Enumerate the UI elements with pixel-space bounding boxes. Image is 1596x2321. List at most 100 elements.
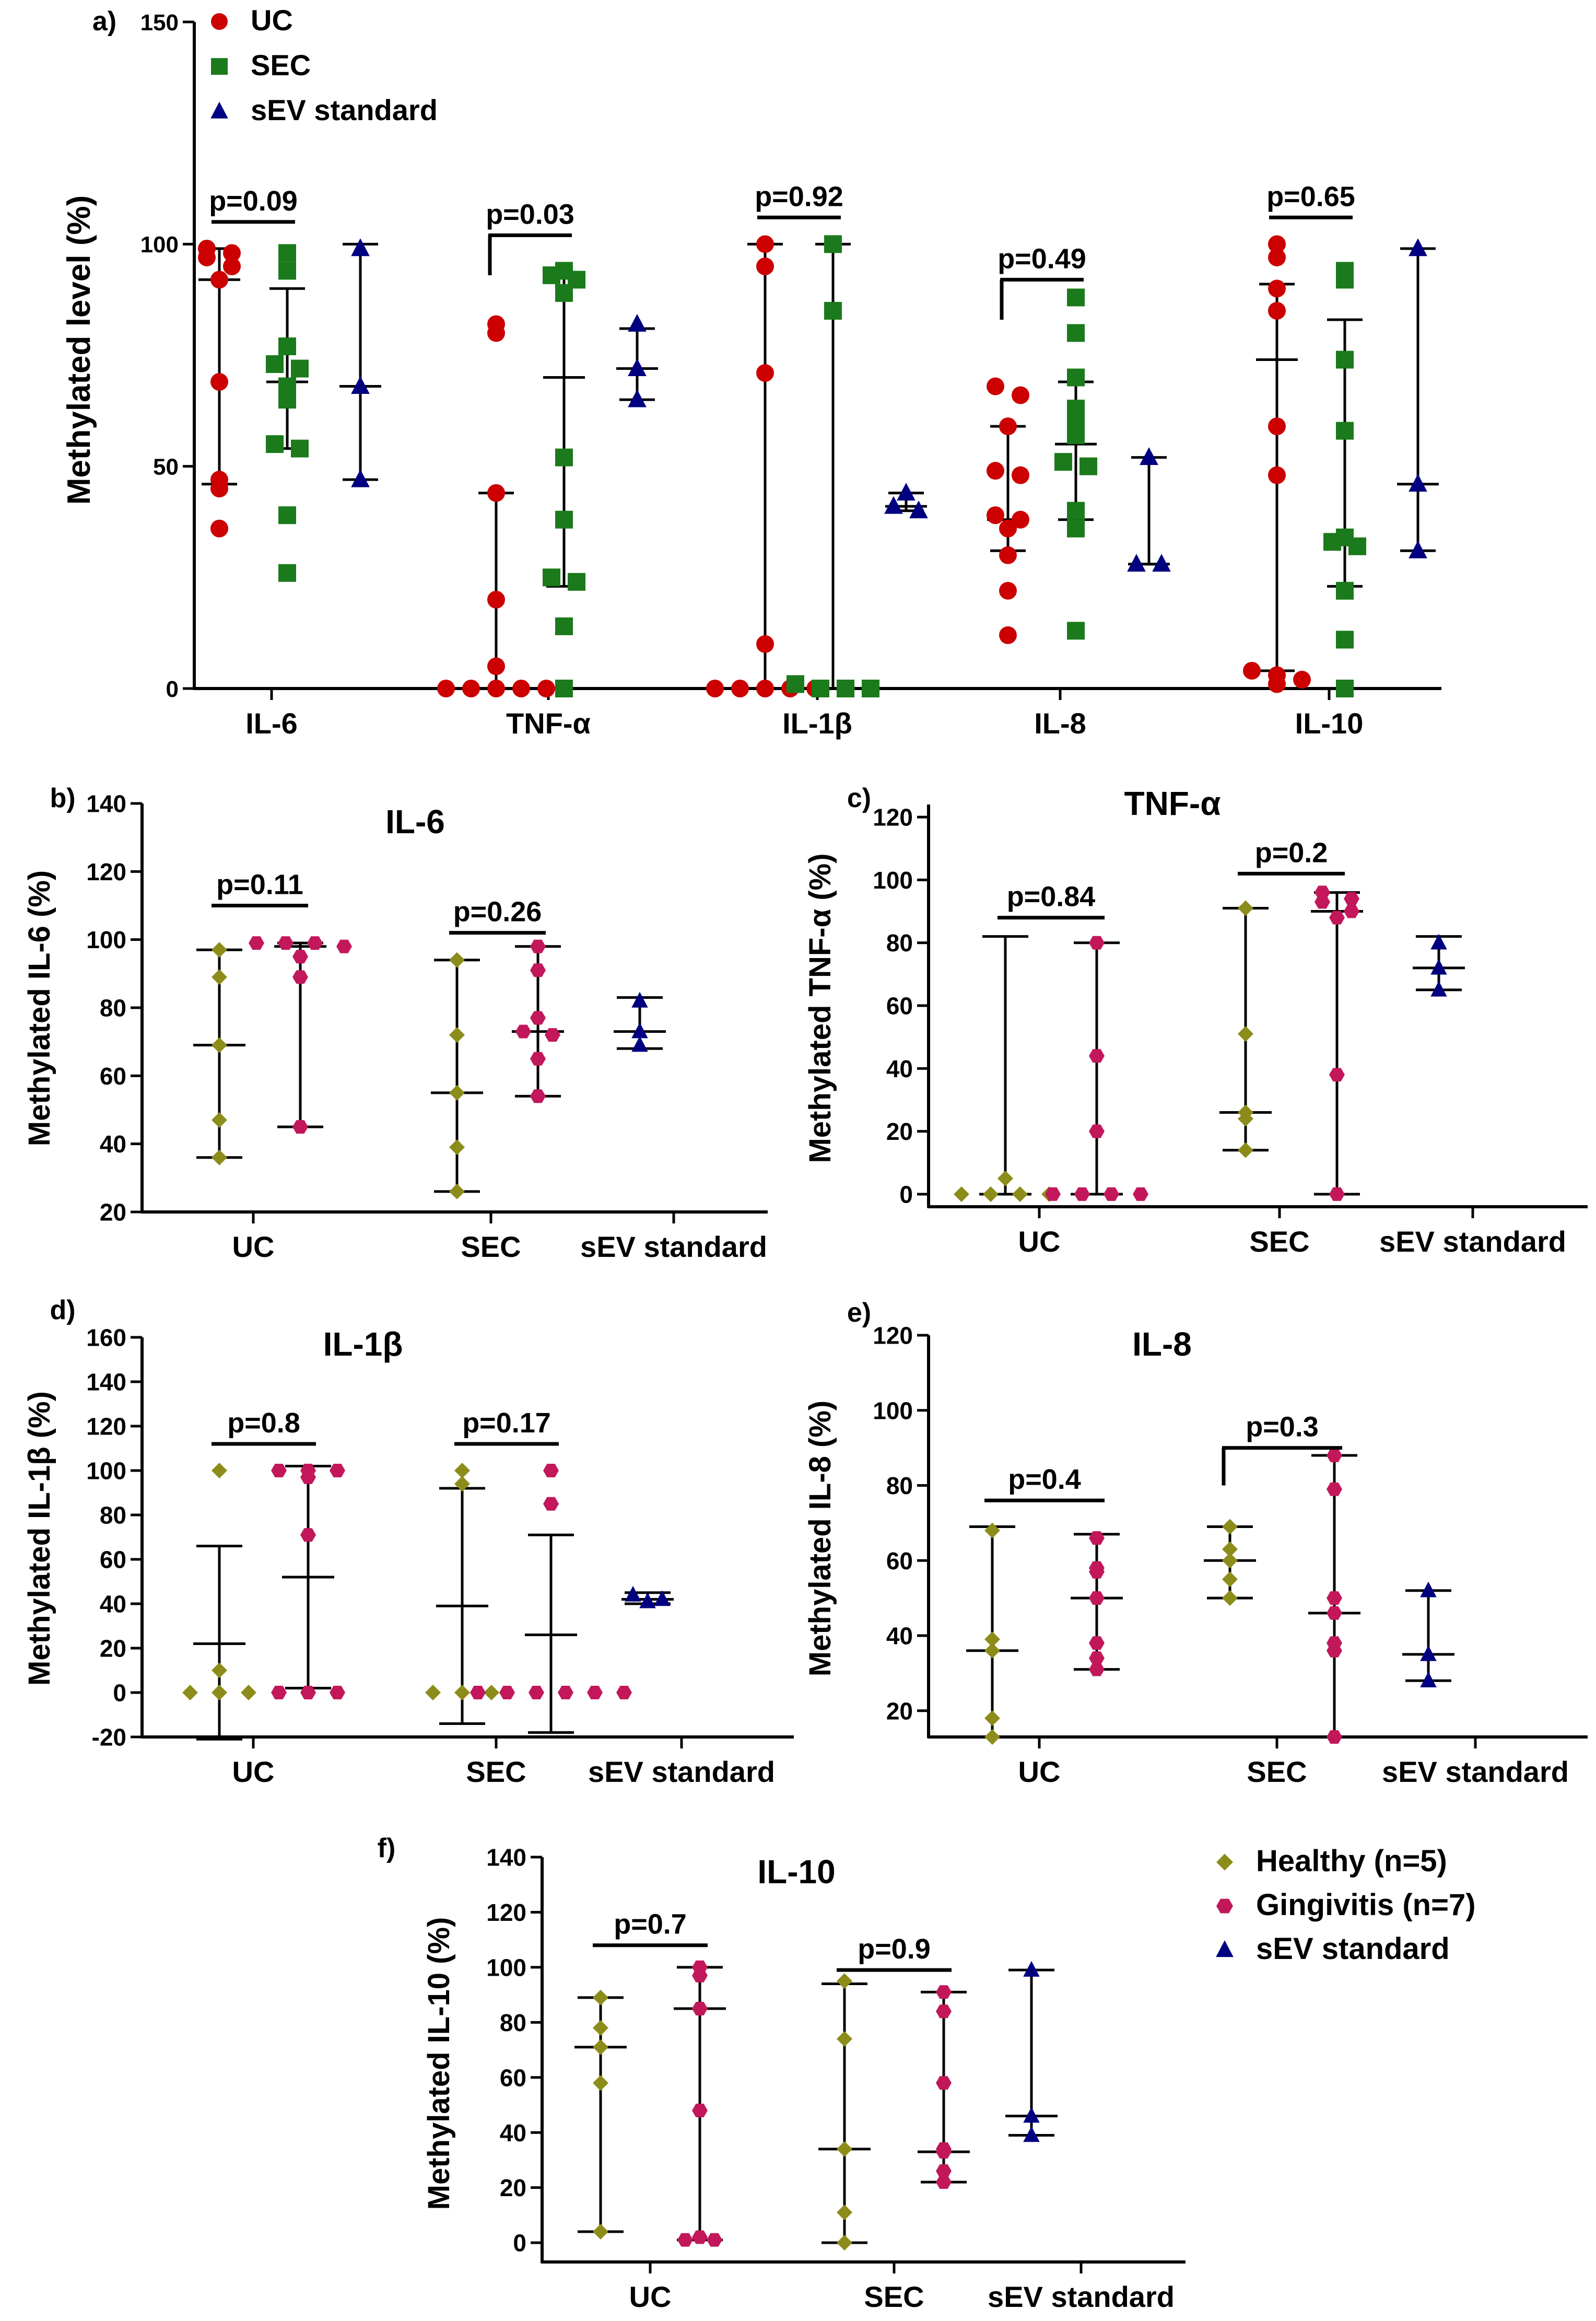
chart-f: 0 20 40 60 80 100 120 140 UC SEC sEV standard Methy… xyxy=(378,1833,1476,2313)
data-point-square xyxy=(1067,324,1085,342)
group-0 xyxy=(193,942,245,1165)
group-4 xyxy=(614,992,666,1052)
chart-title: IL-8 xyxy=(1132,1325,1192,1363)
data-point-circle xyxy=(999,519,1017,538)
group-10 xyxy=(1054,288,1097,640)
data-point-square xyxy=(555,617,573,635)
legend-marker-hexagon xyxy=(1216,1898,1233,1914)
data-point-triangle xyxy=(1152,554,1171,572)
data-point-circle xyxy=(210,271,228,289)
data-point-diamond xyxy=(449,1027,465,1043)
data-point-square xyxy=(278,391,296,409)
x-tick-label-1: TNF-α xyxy=(506,707,591,740)
data-point-square xyxy=(1067,501,1085,520)
data-point-square xyxy=(543,266,560,284)
legend-marker-square xyxy=(211,58,228,75)
y-axis-label: Methylated IL-6 (%) xyxy=(22,870,56,1147)
data-point-hexagon xyxy=(292,970,308,984)
data-point-circle xyxy=(1243,661,1261,680)
group-1 xyxy=(1045,936,1148,1201)
y-tick-label: 160 xyxy=(86,1324,126,1351)
legend-marker-triangle xyxy=(1216,1940,1234,1957)
y-tick-label: 140 xyxy=(86,790,126,818)
pvalue-label: p=0.4 xyxy=(1008,1464,1081,1495)
data-point-hexagon xyxy=(292,1120,308,1134)
y-tick-label: 40 xyxy=(886,1623,913,1650)
y-tick-label: 50 xyxy=(153,454,179,480)
pvalue-bracket-1: p=0.3 xyxy=(1222,1412,1342,1486)
data-point-diamond xyxy=(1238,1142,1253,1158)
data-point-diamond xyxy=(837,2235,852,2251)
group-14 xyxy=(1397,238,1439,558)
data-point-diamond xyxy=(593,1989,608,2005)
chart-title: IL-10 xyxy=(757,1853,835,1891)
legend-label: sEV standard xyxy=(1256,1932,1450,1966)
data-point-diamond xyxy=(837,2205,852,2221)
data-point-diamond xyxy=(837,1973,852,1989)
x-tick-label-1: SEC xyxy=(864,2280,924,2313)
data-point-hexagon xyxy=(529,1686,544,1699)
data-point-diamond xyxy=(984,1729,1000,1745)
data-point-diamond xyxy=(212,1149,227,1165)
group-3 xyxy=(512,939,564,1103)
pvalue-bracket-1: p=0.17 xyxy=(454,1407,559,1446)
y-tick-label: 0 xyxy=(113,1679,126,1707)
pvalue-label: p=0.49 xyxy=(997,243,1086,274)
legend-label: Healthy (n=5) xyxy=(1256,1844,1447,1878)
y-axis-label: Methylated IL-10 (%) xyxy=(422,1917,456,2210)
legend-label: Gingivitis (n=7) xyxy=(1256,1888,1476,1922)
data-point-hexagon xyxy=(1344,904,1359,918)
data-point-hexagon xyxy=(307,936,323,950)
data-point-triangle xyxy=(1430,981,1447,997)
data-point-diamond xyxy=(454,1476,470,1492)
data-point-square xyxy=(291,359,309,378)
data-point-circle xyxy=(999,546,1017,564)
data-point-hexagon xyxy=(543,1464,559,1477)
data-point-hexagon xyxy=(300,1686,316,1699)
group-9 xyxy=(987,377,1029,644)
data-point-square xyxy=(1054,453,1072,471)
data-point-triangle xyxy=(1420,1645,1437,1661)
data-point-diamond xyxy=(484,1685,499,1700)
group-2 xyxy=(818,1973,871,2251)
data-point-hexagon xyxy=(692,1968,708,1982)
y-tick-label: 20 xyxy=(100,1635,126,1662)
group-13 xyxy=(1323,262,1366,697)
data-point-diamond xyxy=(1222,1590,1238,1606)
data-point-hexagon xyxy=(470,1686,486,1699)
chart-title: IL-6 xyxy=(385,803,445,841)
data-point-diamond xyxy=(1222,1519,1238,1535)
pvalue-bracket-1: p=0.2 xyxy=(1238,837,1345,876)
data-point-hexagon xyxy=(936,2164,952,2178)
data-point-square xyxy=(812,680,829,697)
data-point-circle xyxy=(1268,466,1286,484)
x-tick-label-2: IL-1β xyxy=(782,707,852,740)
x-tick-label-1: SEC xyxy=(461,1230,521,1263)
data-point-hexagon xyxy=(692,2002,708,2015)
data-point-square xyxy=(266,355,284,374)
data-point-square xyxy=(291,439,309,458)
data-point-diamond xyxy=(1238,1026,1253,1042)
data-point-triangle xyxy=(884,496,903,514)
x-tick-label-2: sEV standard xyxy=(1379,1225,1566,1258)
data-point-diamond xyxy=(454,1685,470,1700)
data-point-hexagon xyxy=(936,1985,952,1999)
y-tick-label: 40 xyxy=(100,1130,126,1158)
data-point-diamond xyxy=(449,952,465,968)
data-point-diamond xyxy=(593,2039,608,2055)
data-point-circle xyxy=(1268,417,1286,436)
data-point-triangle xyxy=(1409,540,1427,558)
y-axis-label: Methylated TNF-α (%) xyxy=(803,853,837,1163)
data-point-circle xyxy=(756,364,774,382)
data-point-circle xyxy=(512,680,530,697)
pvalue-bracket-0: p=0.7 xyxy=(593,1909,708,1947)
group-3 xyxy=(1308,1449,1360,1744)
data-point-square xyxy=(1067,288,1085,307)
data-point-hexagon xyxy=(249,936,264,950)
data-point-hexagon xyxy=(530,1052,546,1066)
data-point-hexagon xyxy=(1045,1187,1061,1201)
data-point-diamond xyxy=(983,1186,999,1202)
pvalue-bracket-1: p=0.26 xyxy=(449,896,546,935)
legend: Healthy (n=5) Gingivitis (n=7) sEV standar… xyxy=(1216,1844,1476,1966)
pvalue-label: p=0.2 xyxy=(1255,837,1328,868)
